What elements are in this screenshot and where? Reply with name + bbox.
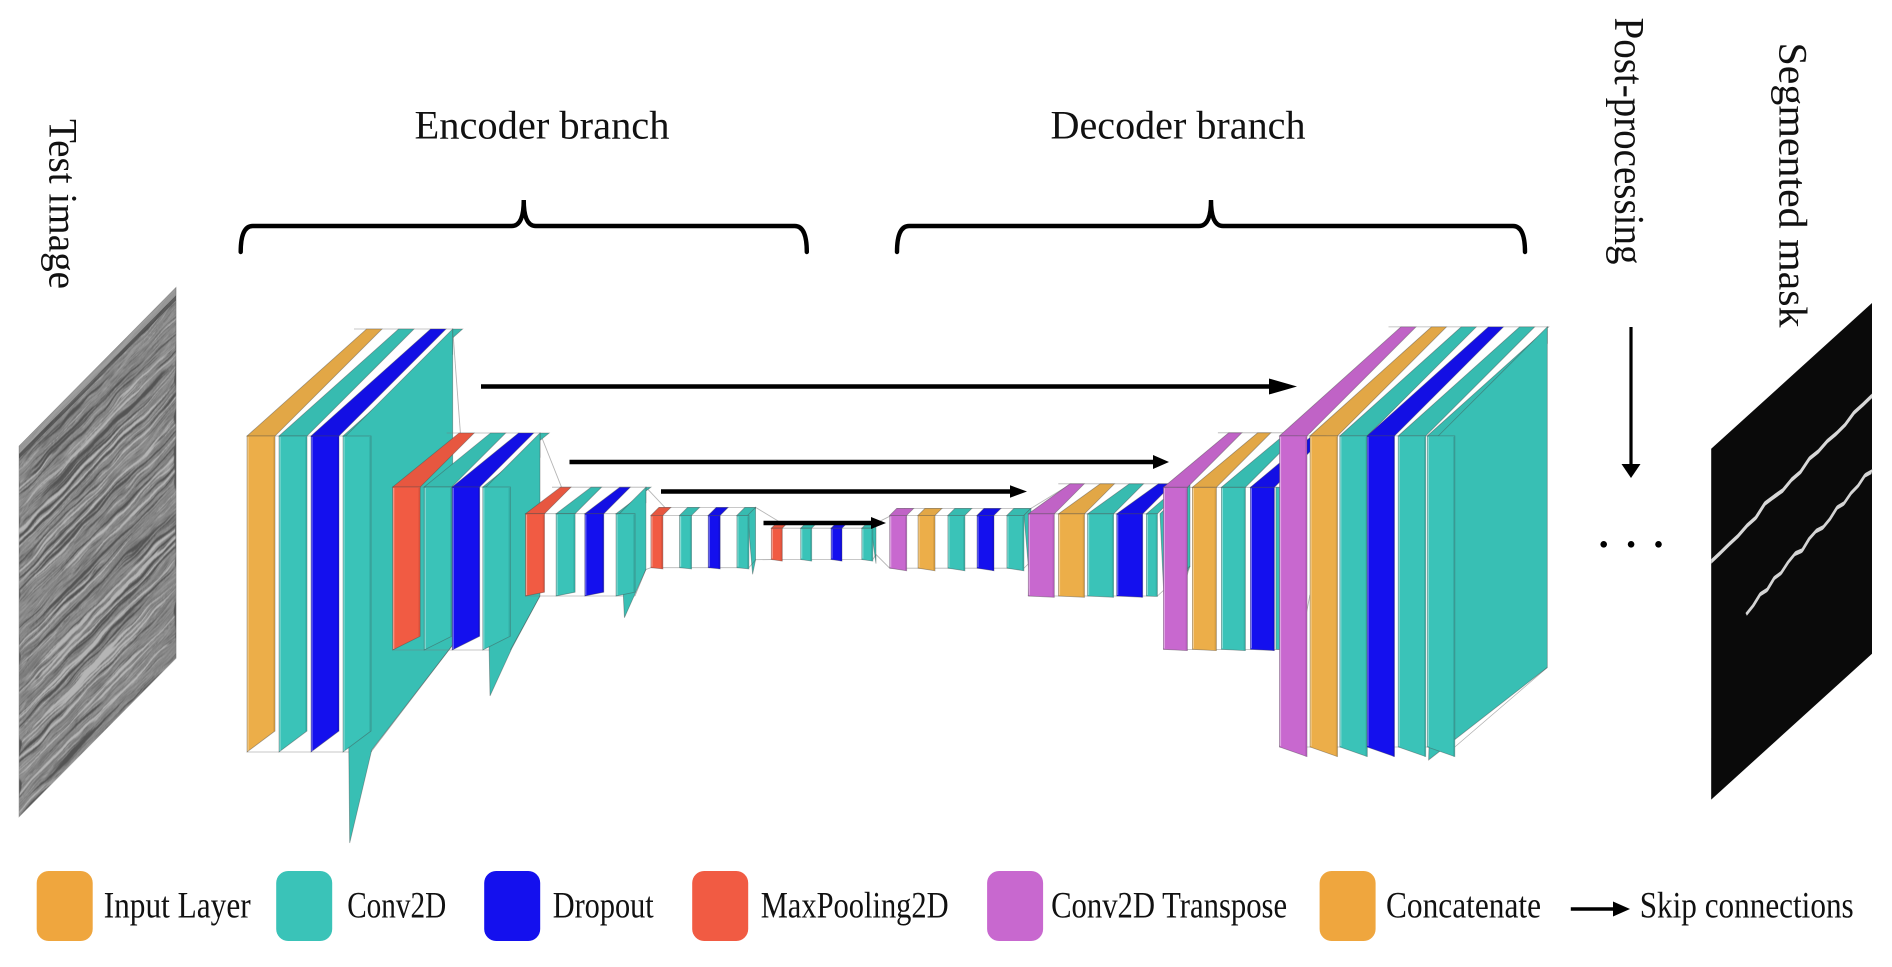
svg-text:Encoder branch: Encoder branch [415,103,670,148]
svg-text:Input Layer: Input Layer [104,886,251,927]
svg-text:Conv2D: Conv2D [347,886,446,927]
svg-text:Decoder branch: Decoder branch [1051,103,1306,148]
svg-text:Dropout: Dropout [553,886,655,927]
svg-text:Segmented mask: Segmented mask [1771,43,1816,328]
svg-text:Post-processing: Post-processing [1605,18,1651,265]
svg-text:Skip connections: Skip connections [1640,886,1854,927]
svg-text:Conv2D Transpose: Conv2D Transpose [1051,886,1287,927]
svg-text:Concatenate: Concatenate [1386,886,1541,927]
svg-text:Test image: Test image [41,119,86,289]
svg-text:MaxPooling2D: MaxPooling2D [761,886,949,927]
